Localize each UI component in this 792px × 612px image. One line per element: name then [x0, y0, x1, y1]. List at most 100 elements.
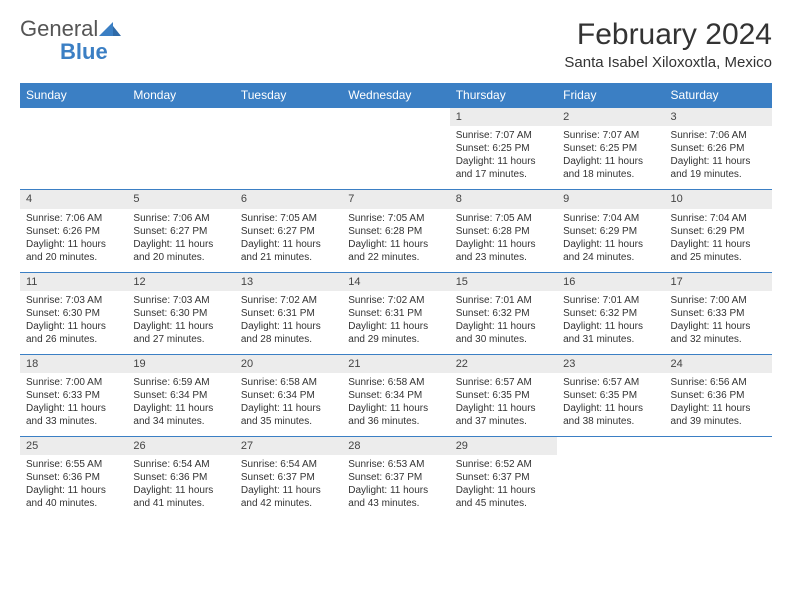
sunset-line: Sunset: 6:34 PM — [348, 389, 443, 402]
day-cell: 2Sunrise: 7:07 AMSunset: 6:25 PMDaylight… — [557, 108, 664, 190]
day-number: 16 — [557, 273, 664, 291]
day-number: 23 — [557, 355, 664, 373]
sunrise-line: Sunrise: 7:01 AM — [456, 294, 551, 307]
day-cell: 18Sunrise: 7:00 AMSunset: 6:33 PMDayligh… — [20, 354, 127, 436]
sunset-line: Sunset: 6:29 PM — [563, 225, 658, 238]
sunrise-line: Sunrise: 7:04 AM — [671, 212, 766, 225]
daylight-line: Daylight: 11 hours and 38 minutes. — [563, 402, 658, 428]
day-body: Sunrise: 7:05 AMSunset: 6:28 PMDaylight:… — [450, 209, 557, 272]
day-number: 22 — [450, 355, 557, 373]
daylight-line: Daylight: 11 hours and 24 minutes. — [563, 238, 658, 264]
day-number: 9 — [557, 190, 664, 208]
day-cell: 9 Sunrise: 7:04 AMSunset: 6:29 PMDaylight… — [557, 190, 664, 272]
day-number: 12 — [127, 273, 234, 291]
sunrise-line: Sunrise: 7:03 AM — [133, 294, 228, 307]
day-body: Sunrise: 7:01 AMSunset: 6:32 PMDaylight:… — [450, 291, 557, 354]
sunset-line: Sunset: 6:35 PM — [456, 389, 551, 402]
day-cell: 14Sunrise: 7:02 AMSunset: 6:31 PMDayligh… — [342, 272, 449, 354]
sunset-line: Sunset: 6:26 PM — [26, 225, 121, 238]
day-number: 24 — [665, 355, 772, 373]
daylight-line: Daylight: 11 hours and 27 minutes. — [133, 320, 228, 346]
sunrise-line: Sunrise: 6:54 AM — [241, 458, 336, 471]
day-header: Monday — [127, 83, 234, 108]
week-row: 25Sunrise: 6:55 AMSunset: 6:36 PMDayligh… — [20, 437, 772, 519]
sunrise-line: Sunrise: 6:59 AM — [133, 376, 228, 389]
day-cell: 25Sunrise: 6:55 AMSunset: 6:36 PMDayligh… — [20, 437, 127, 519]
day-cell: 11Sunrise: 7:03 AMSunset: 6:30 PMDayligh… — [20, 272, 127, 354]
sunrise-line: Sunrise: 6:53 AM — [348, 458, 443, 471]
day-body: Sunrise: 7:05 AMSunset: 6:27 PMDaylight:… — [235, 209, 342, 272]
day-number: 6 — [235, 190, 342, 208]
day-cell: 26Sunrise: 6:54 AMSunset: 6:36 PMDayligh… — [127, 437, 234, 519]
month-title: February 2024 — [564, 18, 772, 52]
day-cell — [127, 108, 234, 190]
sunset-line: Sunset: 6:32 PM — [456, 307, 551, 320]
daylight-line: Daylight: 11 hours and 36 minutes. — [348, 402, 443, 428]
day-number: 11 — [20, 273, 127, 291]
day-cell — [235, 108, 342, 190]
sunrise-line: Sunrise: 7:04 AM — [563, 212, 658, 225]
day-header-row: SundayMondayTuesdayWednesdayThursdayFrid… — [20, 83, 772, 108]
sunset-line: Sunset: 6:31 PM — [241, 307, 336, 320]
day-body: Sunrise: 7:06 AMSunset: 6:26 PMDaylight:… — [665, 126, 772, 189]
day-body: Sunrise: 7:06 AMSunset: 6:27 PMDaylight:… — [127, 209, 234, 272]
day-cell: 27Sunrise: 6:54 AMSunset: 6:37 PMDayligh… — [235, 437, 342, 519]
day-cell — [665, 437, 772, 519]
day-body: Sunrise: 6:58 AMSunset: 6:34 PMDaylight:… — [235, 373, 342, 436]
day-body: Sunrise: 6:57 AMSunset: 6:35 PMDaylight:… — [557, 373, 664, 436]
day-cell: 29Sunrise: 6:52 AMSunset: 6:37 PMDayligh… — [450, 437, 557, 519]
day-body: Sunrise: 7:03 AMSunset: 6:30 PMDaylight:… — [127, 291, 234, 354]
daylight-line: Daylight: 11 hours and 17 minutes. — [456, 155, 551, 181]
logo-triangle-icon — [99, 20, 121, 36]
day-cell: 7Sunrise: 7:05 AMSunset: 6:28 PMDaylight… — [342, 190, 449, 272]
sunset-line: Sunset: 6:35 PM — [563, 389, 658, 402]
daylight-line: Daylight: 11 hours and 40 minutes. — [26, 484, 121, 510]
day-number: 17 — [665, 273, 772, 291]
sunset-line: Sunset: 6:36 PM — [133, 471, 228, 484]
day-body: Sunrise: 6:55 AMSunset: 6:36 PMDaylight:… — [20, 455, 127, 518]
logo: General Blue — [20, 18, 121, 64]
day-body: Sunrise: 6:58 AMSunset: 6:34 PMDaylight:… — [342, 373, 449, 436]
sunset-line: Sunset: 6:33 PM — [26, 389, 121, 402]
daylight-line: Daylight: 11 hours and 29 minutes. — [348, 320, 443, 346]
day-number: 20 — [235, 355, 342, 373]
day-number: 13 — [235, 273, 342, 291]
day-number: 10 — [665, 190, 772, 208]
sunset-line: Sunset: 6:37 PM — [348, 471, 443, 484]
sunrise-line: Sunrise: 7:01 AM — [563, 294, 658, 307]
daylight-line: Daylight: 11 hours and 18 minutes. — [563, 155, 658, 181]
sunrise-line: Sunrise: 6:54 AM — [133, 458, 228, 471]
day-number: 2 — [557, 108, 664, 126]
day-cell: 24Sunrise: 6:56 AMSunset: 6:36 PMDayligh… — [665, 354, 772, 436]
sunrise-line: Sunrise: 6:58 AM — [241, 376, 336, 389]
daylight-line: Daylight: 11 hours and 45 minutes. — [456, 484, 551, 510]
logo-text-gray: General — [20, 16, 98, 41]
day-number: 19 — [127, 355, 234, 373]
day-number: 7 — [342, 190, 449, 208]
day-number: 18 — [20, 355, 127, 373]
daylight-line: Daylight: 11 hours and 22 minutes. — [348, 238, 443, 264]
sunrise-line: Sunrise: 7:02 AM — [348, 294, 443, 307]
day-cell: 21Sunrise: 6:58 AMSunset: 6:34 PMDayligh… — [342, 354, 449, 436]
sunset-line: Sunset: 6:36 PM — [26, 471, 121, 484]
daylight-line: Daylight: 11 hours and 25 minutes. — [671, 238, 766, 264]
day-body: Sunrise: 6:53 AMSunset: 6:37 PMDaylight:… — [342, 455, 449, 518]
day-body: Sunrise: 6:57 AMSunset: 6:35 PMDaylight:… — [450, 373, 557, 436]
day-header: Thursday — [450, 83, 557, 108]
day-body: Sunrise: 7:06 AMSunset: 6:26 PMDaylight:… — [20, 209, 127, 272]
sunrise-line: Sunrise: 7:06 AM — [671, 129, 766, 142]
day-cell: 6Sunrise: 7:05 AMSunset: 6:27 PMDaylight… — [235, 190, 342, 272]
daylight-line: Daylight: 11 hours and 23 minutes. — [456, 238, 551, 264]
sunset-line: Sunset: 6:37 PM — [241, 471, 336, 484]
sunrise-line: Sunrise: 7:00 AM — [671, 294, 766, 307]
day-cell — [20, 108, 127, 190]
title-area: February 2024 Santa Isabel Xiloxoxtla, M… — [564, 18, 772, 71]
week-row: 18Sunrise: 7:00 AMSunset: 6:33 PMDayligh… — [20, 354, 772, 436]
sunset-line: Sunset: 6:26 PM — [671, 142, 766, 155]
sunrise-line: Sunrise: 7:05 AM — [241, 212, 336, 225]
day-cell — [342, 108, 449, 190]
daylight-line: Daylight: 11 hours and 32 minutes. — [671, 320, 766, 346]
day-cell: 23Sunrise: 6:57 AMSunset: 6:35 PMDayligh… — [557, 354, 664, 436]
daylight-line: Daylight: 11 hours and 39 minutes. — [671, 402, 766, 428]
day-number: 5 — [127, 190, 234, 208]
